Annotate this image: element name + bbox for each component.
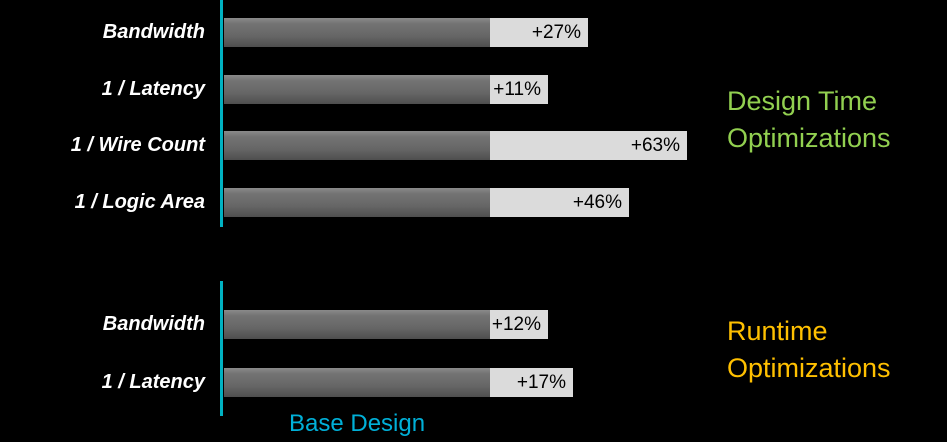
bar-base-segment <box>224 18 490 47</box>
bar-improvement-segment: +17% <box>490 368 573 397</box>
bar-improvement-segment: +11% <box>490 75 548 104</box>
category-label: Bandwidth <box>102 313 205 335</box>
bar: +27% <box>224 18 588 47</box>
bar-base-segment <box>224 75 490 104</box>
bar-base-segment <box>224 310 490 339</box>
bar-row-runtime-latency: 1 / Latency +17% <box>0 368 947 397</box>
bar-row-runtime-bandwidth: Bandwidth +12% <box>0 310 947 339</box>
baseline-axis-bottom-segment <box>220 281 223 416</box>
bar-base-segment <box>224 188 490 217</box>
bar: +12% <box>224 310 548 339</box>
bar-base-segment <box>224 131 490 160</box>
bar-improvement-segment: +46% <box>490 188 629 217</box>
bar-value-label: +46% <box>572 191 622 213</box>
bar-value-label: +27% <box>531 21 581 43</box>
bar-improvement-segment: +63% <box>490 131 687 160</box>
bar-improvement-segment: +27% <box>490 18 588 47</box>
bar-base-segment <box>224 368 490 397</box>
bar-row-design-latency: 1 / Latency +11% <box>0 75 947 104</box>
category-label: 1 / Logic Area <box>74 191 205 213</box>
category-label: 1 / Latency <box>101 78 205 100</box>
bar-row-design-wire-count: 1 / Wire Count +63% <box>0 131 947 160</box>
bar-value-label: +63% <box>630 134 680 156</box>
bar: +63% <box>224 131 687 160</box>
bar: +11% <box>224 75 548 104</box>
category-label: 1 / Latency <box>101 371 205 393</box>
bar-improvement-segment: +12% <box>490 310 548 339</box>
bar-row-design-logic-area: 1 / Logic Area +46% <box>0 188 947 217</box>
runtime-optimizations-title: Runtime Optimizations <box>727 316 891 383</box>
baseline-axis-top-segment <box>220 0 223 227</box>
bar-value-label: +12% <box>491 313 541 335</box>
base-design-axis-label: Base Design <box>289 410 426 437</box>
bar-row-design-bandwidth: Bandwidth +27% <box>0 18 947 47</box>
category-label: Bandwidth <box>102 21 205 43</box>
design-time-optimizations-title: Design Time Optimizations <box>727 86 891 153</box>
bar: +46% <box>224 188 629 217</box>
category-label: 1 / Wire Count <box>70 134 205 156</box>
bar-value-label: +11% <box>493 78 541 100</box>
bar-value-label: +17% <box>516 371 566 393</box>
bar: +17% <box>224 368 573 397</box>
